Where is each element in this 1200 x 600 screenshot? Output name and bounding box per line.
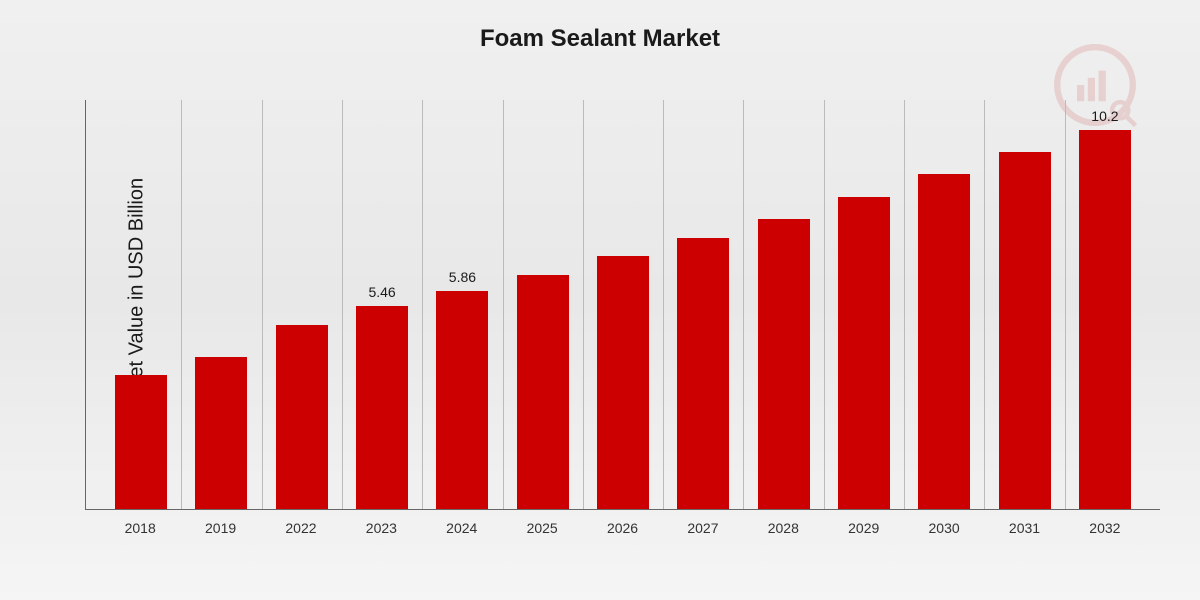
grid-line bbox=[503, 100, 504, 509]
x-axis-tick-label: 2030 bbox=[904, 510, 984, 550]
x-axis-tick-label: 2018 bbox=[100, 510, 180, 550]
grid-line bbox=[583, 100, 584, 509]
bar-group bbox=[904, 100, 984, 509]
x-axis-tick-label: 2024 bbox=[422, 510, 502, 550]
x-axis-tick-label: 2022 bbox=[261, 510, 341, 550]
grid-line bbox=[904, 100, 905, 509]
bar-group bbox=[181, 100, 261, 509]
x-axis-tick-label: 2028 bbox=[743, 510, 823, 550]
x-axis-tick-label: 2032 bbox=[1065, 510, 1145, 550]
chart-container: 5.465.8610.2 201820192022202320242025202… bbox=[85, 100, 1160, 550]
bar bbox=[276, 325, 328, 509]
bar-group bbox=[101, 100, 181, 509]
bar-group: 5.46 bbox=[342, 100, 422, 509]
x-axis-tick-label: 2019 bbox=[180, 510, 260, 550]
bar bbox=[115, 375, 167, 509]
chart-title: Foam Sealant Market bbox=[0, 0, 1200, 53]
grid-line bbox=[984, 100, 985, 509]
grid-line bbox=[824, 100, 825, 509]
bar-group: 5.86 bbox=[422, 100, 502, 509]
bar bbox=[758, 219, 810, 509]
x-axis-tick-label: 2023 bbox=[341, 510, 421, 550]
bar bbox=[436, 291, 488, 509]
grid-line bbox=[1065, 100, 1066, 509]
bar-group bbox=[663, 100, 743, 509]
grid-line bbox=[181, 100, 182, 509]
bar bbox=[918, 174, 970, 509]
bar-group bbox=[744, 100, 824, 509]
bar-group bbox=[824, 100, 904, 509]
bar bbox=[517, 275, 569, 509]
x-axis-tick-label: 2026 bbox=[582, 510, 662, 550]
plot-area: 5.46 5.86 10.2 bbox=[85, 100, 1160, 510]
x-axis-tick-label: 2031 bbox=[984, 510, 1064, 550]
grid-line bbox=[262, 100, 263, 509]
bars-wrapper: 5.46 5.86 10.2 bbox=[86, 100, 1160, 509]
bar-group bbox=[503, 100, 583, 509]
grid-line bbox=[743, 100, 744, 509]
x-axis-labels: 2018201920222023202420252026202720282029… bbox=[85, 510, 1160, 550]
x-axis-tick-label: 2027 bbox=[663, 510, 743, 550]
x-axis-tick-label: 2025 bbox=[502, 510, 582, 550]
bar-value-label: 10.2 bbox=[1091, 108, 1118, 126]
bar bbox=[999, 152, 1051, 509]
bar-group bbox=[984, 100, 1064, 509]
grid-line bbox=[342, 100, 343, 509]
grid-line bbox=[663, 100, 664, 509]
bar bbox=[838, 197, 890, 509]
x-axis-tick-label: 2029 bbox=[824, 510, 904, 550]
bar bbox=[677, 238, 729, 509]
bar bbox=[597, 256, 649, 509]
bar-value-label: 5.46 bbox=[368, 284, 395, 302]
bar-group bbox=[583, 100, 663, 509]
bar bbox=[356, 306, 408, 509]
bar bbox=[1079, 130, 1131, 509]
bar-group bbox=[262, 100, 342, 509]
bar-value-label: 5.86 bbox=[449, 269, 476, 287]
bar bbox=[195, 357, 247, 509]
grid-line bbox=[422, 100, 423, 509]
bar-group: 10.2 bbox=[1065, 100, 1145, 509]
